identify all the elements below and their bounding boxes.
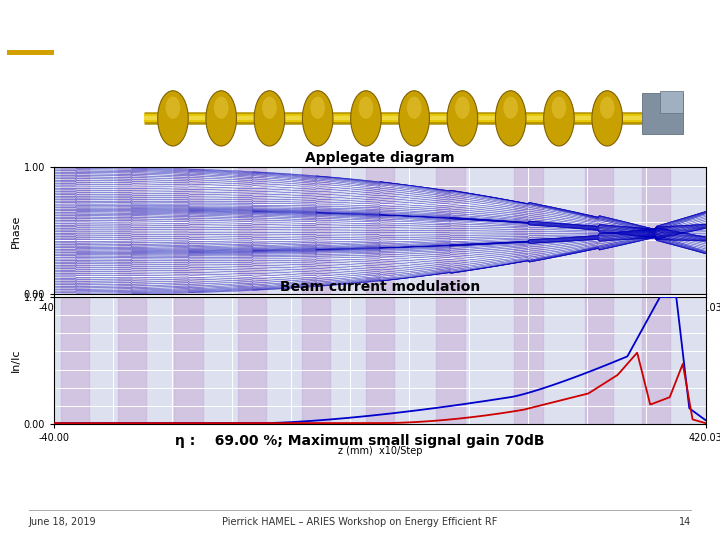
Bar	[366, 167, 394, 294]
Bar	[61, 297, 89, 424]
Bar	[436, 297, 465, 424]
Text: cea: cea	[8, 22, 50, 44]
Text: Pierrick HAMEL – ARIES Workshop on Energy Efficient RF: Pierrick HAMEL – ARIES Workshop on Energ…	[222, 517, 498, 527]
Bar	[642, 93, 683, 133]
Y-axis label: In/Ic: In/Ic	[11, 349, 21, 372]
Bar	[238, 167, 266, 294]
Title: Beam current modulation: Beam current modulation	[279, 280, 480, 294]
Ellipse shape	[544, 91, 574, 146]
Ellipse shape	[600, 97, 614, 119]
Bar	[514, 167, 543, 294]
Ellipse shape	[166, 97, 180, 119]
Text: OPTIMAL BUNCHING CIRCUIT: OPTIMAL BUNCHING CIRCUIT	[137, 26, 497, 46]
Bar	[7, 50, 54, 55]
Bar	[436, 167, 465, 294]
Bar	[61, 167, 89, 294]
Ellipse shape	[206, 91, 236, 146]
Text: June 18, 2019: June 18, 2019	[29, 517, 96, 527]
Ellipse shape	[447, 91, 477, 146]
Bar	[642, 167, 670, 294]
Bar	[174, 167, 203, 294]
Ellipse shape	[399, 91, 429, 146]
Bar	[118, 297, 146, 424]
Ellipse shape	[302, 91, 333, 146]
Ellipse shape	[503, 97, 518, 119]
Bar	[585, 297, 613, 424]
Title: Applegate diagram: Applegate diagram	[305, 151, 454, 165]
Bar	[302, 167, 330, 294]
Ellipse shape	[552, 97, 566, 119]
Y-axis label: Phase: Phase	[11, 214, 21, 247]
Ellipse shape	[158, 91, 188, 146]
Text: 14: 14	[679, 517, 691, 527]
Bar	[514, 297, 543, 424]
Ellipse shape	[310, 97, 325, 119]
Ellipse shape	[214, 97, 228, 119]
X-axis label: z (mm)  x10/Step: z (mm) x10/Step	[338, 316, 422, 326]
Bar	[238, 297, 266, 424]
Bar	[302, 297, 330, 424]
Bar	[642, 297, 670, 424]
Ellipse shape	[455, 97, 469, 119]
Text: η :    69.00 %; Maximum small signal gain 70dB: η : 69.00 %; Maximum small signal gain 7…	[175, 434, 545, 448]
Ellipse shape	[351, 91, 381, 146]
Ellipse shape	[359, 97, 373, 119]
Bar	[118, 167, 146, 294]
Ellipse shape	[495, 91, 526, 146]
Ellipse shape	[262, 97, 276, 119]
Ellipse shape	[592, 91, 622, 146]
Bar	[585, 167, 613, 294]
Ellipse shape	[254, 91, 284, 146]
Bar	[366, 297, 394, 424]
X-axis label: z (mm)  x10/Step: z (mm) x10/Step	[338, 446, 422, 456]
Bar	[660, 91, 683, 113]
Bar	[174, 297, 203, 424]
Ellipse shape	[407, 97, 421, 119]
